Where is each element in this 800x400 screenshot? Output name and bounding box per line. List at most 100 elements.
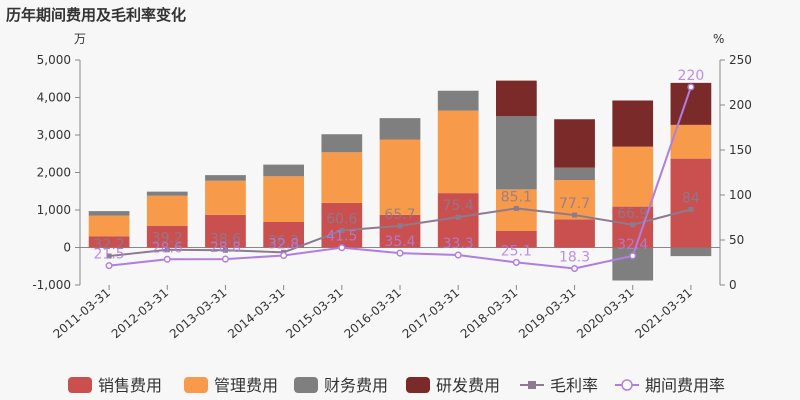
bar-segment[interactable] xyxy=(554,219,595,248)
bar-segment[interactable] xyxy=(496,231,537,248)
data-label: 75.4 xyxy=(443,198,474,214)
right-tick-label: 50 xyxy=(729,233,744,247)
data-label: 77.7 xyxy=(559,196,590,212)
data-label: 25.1 xyxy=(501,243,532,259)
bar-segment[interactable] xyxy=(437,110,479,194)
data-label: 32.4 xyxy=(617,237,648,253)
bar-segment[interactable] xyxy=(146,195,188,226)
line-point[interactable] xyxy=(105,262,113,270)
data-label: 66.9 xyxy=(617,206,648,222)
line-point[interactable] xyxy=(397,223,403,229)
line-point[interactable] xyxy=(455,214,461,220)
line-point[interactable] xyxy=(687,83,695,91)
bar-segment[interactable] xyxy=(321,134,363,153)
bar-segment[interactable] xyxy=(554,119,595,168)
line-point[interactable] xyxy=(222,247,228,253)
line-point[interactable] xyxy=(688,206,694,212)
bar-segment[interactable] xyxy=(437,193,479,248)
bar-segment[interactable] xyxy=(146,191,188,196)
data-label: 60.6 xyxy=(326,211,357,227)
legend-swatch xyxy=(184,377,208,393)
legend-swatch xyxy=(406,377,430,393)
legend-label: 研发费用 xyxy=(436,376,500,395)
lines xyxy=(105,83,695,273)
right-axis-unit: % xyxy=(713,32,724,46)
right-tick-label: 0 xyxy=(729,278,737,292)
line-point[interactable] xyxy=(280,251,288,260)
line-point[interactable] xyxy=(630,222,636,228)
legend-item[interactable]: 财务费用 xyxy=(294,376,388,395)
bar-segment[interactable] xyxy=(146,225,188,248)
x-tick-label: 2013-03-31 xyxy=(167,286,229,342)
right-tick-label: 250 xyxy=(729,53,752,67)
legend[interactable]: 销售费用 管理费用 财务费用 研发费用 毛利率 期间费用率 xyxy=(68,376,725,395)
line-point[interactable] xyxy=(512,258,520,266)
bar-segment[interactable] xyxy=(205,175,246,181)
x-tick-label: 2020-03-31 xyxy=(574,286,636,342)
data-label: 33.3 xyxy=(443,236,474,252)
line-point[interactable] xyxy=(163,255,171,263)
bar-segment[interactable] xyxy=(670,124,712,159)
bar-segment[interactable] xyxy=(205,214,246,248)
x-tick-label: 2019-03-31 xyxy=(516,286,578,342)
x-tick-label: 2011-03-31 xyxy=(51,286,113,342)
line-point[interactable] xyxy=(164,247,170,253)
bar-segment[interactable] xyxy=(496,116,537,190)
line-point[interactable] xyxy=(570,264,579,273)
left-tick-label: 5,000 xyxy=(37,53,71,67)
legend-item[interactable]: 管理费用 xyxy=(184,376,278,395)
bar-segment[interactable] xyxy=(263,164,304,177)
x-tick-label: 2016-03-31 xyxy=(341,286,403,342)
data-label: 220 xyxy=(678,68,705,84)
bar-segment[interactable] xyxy=(437,90,479,111)
bar-segment[interactable] xyxy=(205,180,246,215)
bar-segment[interactable] xyxy=(496,80,537,117)
x-tick-label: 2014-03-31 xyxy=(225,286,287,342)
x-tick-label: 2012-03-31 xyxy=(109,286,171,342)
data-label: 35.4 xyxy=(384,234,415,250)
bar-segment[interactable] xyxy=(88,236,130,248)
legend-item[interactable]: 期间费用率 xyxy=(615,376,725,395)
line-point[interactable] xyxy=(338,244,346,252)
data-label: 84 xyxy=(682,190,700,206)
line-point[interactable] xyxy=(454,251,462,259)
bar-segment[interactable] xyxy=(88,211,130,216)
bar-segment[interactable] xyxy=(379,139,421,215)
line-point[interactable] xyxy=(513,205,519,211)
line-point[interactable] xyxy=(572,212,578,218)
line-point[interactable] xyxy=(106,253,112,259)
bar-segment[interactable] xyxy=(379,214,421,248)
left-ticks: -1,000 0 1,000 2,000 3,000 4,000 5,000 xyxy=(32,53,80,292)
data-labels: 32.2 39.2 38.6 36.3 60.6 65.7 75.4 85.1 77.7 66.9… xyxy=(94,68,705,266)
bar-segment[interactable] xyxy=(612,100,654,147)
line-point[interactable] xyxy=(339,227,345,233)
legend-item[interactable]: 销售费用 xyxy=(68,376,162,395)
right-ticks: 0 50 100 150 200 250 xyxy=(720,53,752,292)
left-tick-label: 0 xyxy=(63,241,71,255)
bar-segment[interactable] xyxy=(321,202,363,248)
x-tick-label: 2015-03-31 xyxy=(283,286,345,342)
bar-segment[interactable] xyxy=(88,215,130,237)
legend-swatch xyxy=(68,377,92,393)
data-label: 39.2 xyxy=(152,231,183,247)
bar-segment[interactable] xyxy=(379,118,421,140)
bar-segment[interactable] xyxy=(670,247,712,257)
data-label: 32.8 xyxy=(268,236,299,252)
bar-segment[interactable] xyxy=(554,167,595,180)
legend-label: 期间费用率 xyxy=(645,376,725,395)
right-tick-label: 100 xyxy=(729,188,752,202)
legend-item[interactable]: 毛利率 xyxy=(520,376,598,395)
line-point[interactable] xyxy=(396,249,404,257)
left-tick-label: 2,000 xyxy=(37,166,71,180)
bar-segment[interactable] xyxy=(612,146,654,207)
legend-marker xyxy=(621,379,633,391)
line-point[interactable] xyxy=(221,255,230,263)
legend-item[interactable]: 研发费用 xyxy=(406,376,500,395)
line-point[interactable] xyxy=(629,252,637,260)
bar-segment[interactable] xyxy=(321,152,363,203)
bar-segment[interactable] xyxy=(263,176,304,222)
data-label: 28.8 xyxy=(210,240,241,256)
bar-segment[interactable] xyxy=(670,158,712,248)
bar-segment[interactable] xyxy=(263,222,304,248)
